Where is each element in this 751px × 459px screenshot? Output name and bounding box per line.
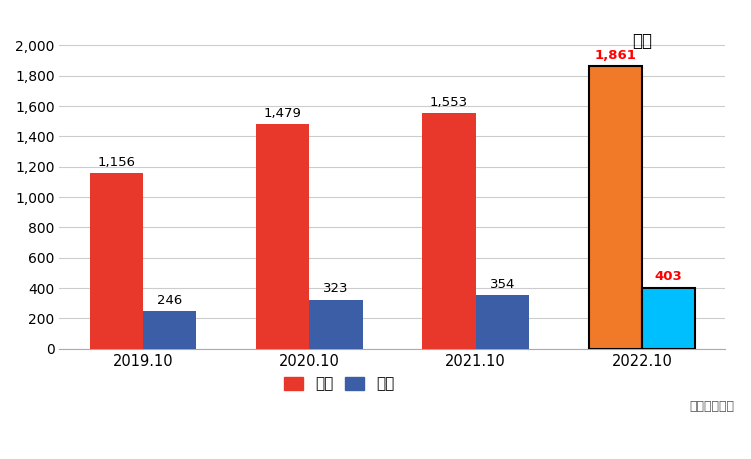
Text: 323: 323 xyxy=(323,282,348,296)
Text: 単位：百万円: 単位：百万円 xyxy=(689,400,734,414)
Bar xyxy=(589,67,642,349)
Text: 1,156: 1,156 xyxy=(98,156,135,169)
Text: 予想: 予想 xyxy=(632,32,652,50)
Text: 403: 403 xyxy=(655,270,683,283)
Text: 1,861: 1,861 xyxy=(594,49,636,62)
Text: 1,553: 1,553 xyxy=(430,96,468,109)
Legend: 売上, 営業: 売上, 営業 xyxy=(278,370,400,398)
Text: 1,479: 1,479 xyxy=(264,107,302,120)
Bar xyxy=(256,124,309,349)
Text: 354: 354 xyxy=(490,278,515,291)
Bar xyxy=(143,311,196,349)
Bar xyxy=(642,287,695,349)
Bar xyxy=(422,113,475,349)
Bar xyxy=(475,295,529,349)
Text: 246: 246 xyxy=(157,294,182,307)
Bar xyxy=(90,174,143,349)
Bar xyxy=(309,300,363,349)
